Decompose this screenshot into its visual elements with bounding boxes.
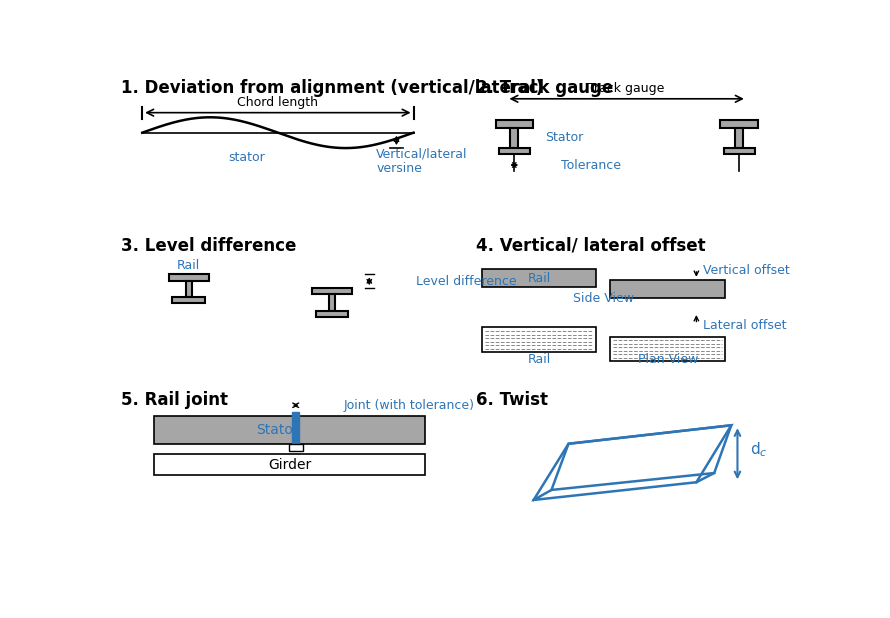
Bar	[154, 416, 425, 444]
Bar	[481, 269, 596, 287]
Bar	[611, 280, 725, 298]
Text: Stator: Stator	[546, 131, 584, 144]
Text: 4. Vertical/ lateral offset: 4. Vertical/ lateral offset	[475, 237, 705, 255]
Bar	[611, 337, 725, 362]
Bar	[498, 148, 530, 154]
Bar	[312, 288, 352, 294]
Text: 5. Rail joint: 5. Rail joint	[120, 391, 228, 409]
Text: Track gauge: Track gauge	[588, 82, 665, 95]
Text: Rail: Rail	[528, 272, 551, 285]
Bar	[292, 412, 299, 444]
Text: Plan View: Plan View	[637, 353, 698, 366]
Bar	[735, 128, 743, 148]
Bar	[316, 311, 348, 316]
Text: 3. Level difference: 3. Level difference	[120, 237, 295, 255]
Bar	[186, 281, 192, 297]
Bar	[510, 128, 518, 148]
Bar	[496, 121, 533, 128]
Text: 6. Twist: 6. Twist	[475, 391, 547, 409]
Text: Joint (with tolerance): Joint (with tolerance)	[344, 399, 474, 412]
Text: Chord length: Chord length	[238, 96, 319, 109]
Text: Level difference: Level difference	[416, 275, 516, 288]
Bar	[724, 148, 755, 154]
Bar	[168, 274, 209, 281]
Text: Girder: Girder	[268, 457, 312, 472]
Bar	[154, 454, 425, 475]
Text: Rail: Rail	[177, 258, 200, 272]
Text: Tolerance: Tolerance	[561, 159, 620, 172]
Text: Side View: Side View	[573, 292, 634, 305]
Bar	[481, 328, 596, 352]
Bar	[329, 294, 336, 311]
Bar	[288, 444, 303, 451]
Bar	[720, 121, 757, 128]
Text: d$_c$: d$_c$	[750, 441, 767, 459]
Bar	[173, 297, 205, 303]
Text: stator: stator	[229, 151, 265, 164]
Text: Vertical/lateral
versine: Vertical/lateral versine	[376, 147, 468, 175]
Text: Rail: Rail	[528, 353, 551, 366]
Text: Stator: Stator	[256, 423, 299, 437]
Text: 1. Deviation from alignment (vertical/lateral): 1. Deviation from alignment (vertical/la…	[120, 79, 543, 97]
Text: 2. Track gauge: 2. Track gauge	[475, 79, 612, 97]
Text: Lateral offset: Lateral offset	[702, 320, 786, 332]
Text: Vertical offset: Vertical offset	[702, 264, 789, 277]
